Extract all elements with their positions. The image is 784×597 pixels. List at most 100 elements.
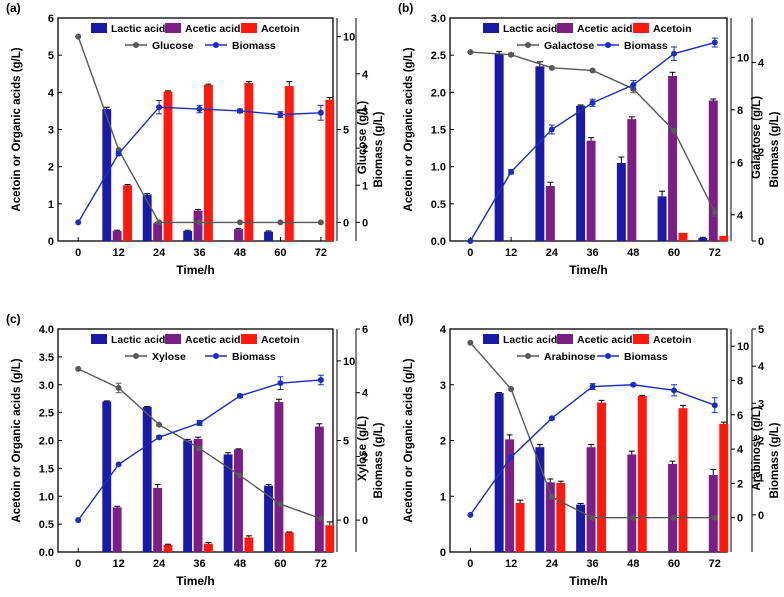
biomass-point (671, 50, 678, 57)
bar-acetic-acid (234, 229, 243, 241)
sugar-point (196, 219, 203, 226)
x-axis-tick-label: 48 (234, 558, 246, 570)
biomass-point (317, 109, 324, 116)
sugar-point (711, 209, 718, 216)
legend-marker (525, 42, 531, 48)
left-axis-tick-label: 2 (440, 436, 446, 448)
left-axis-tick-label: 1.0 (39, 491, 54, 503)
biomass-point (115, 150, 122, 157)
x-axis-tick-label: 48 (234, 247, 246, 259)
bar-acetoin (123, 185, 133, 241)
legend-label: Xylose (152, 351, 186, 363)
biomass-point (508, 168, 515, 175)
legend-label: Acetoin (653, 23, 692, 35)
sugar-axis-tick-label: 0 (343, 515, 349, 527)
biomass-axis-tick-label: 5 (758, 324, 764, 336)
sugar-point (115, 384, 122, 391)
sugar-point (75, 33, 82, 40)
left-axis-tick-label: 6 (48, 13, 54, 25)
x-axis-tick-label: 0 (467, 558, 473, 570)
x-axis-tick-label: 60 (274, 558, 286, 570)
bar-acetic-acid (627, 119, 637, 241)
x-axis-tick-label: 12 (505, 558, 517, 570)
bar-acetoin (325, 525, 335, 552)
sugar-point (75, 365, 82, 372)
bar-acetoin (515, 502, 525, 552)
biomass-point (75, 517, 82, 524)
biomass-point (277, 380, 284, 387)
biomass-axis-label: Biomass (g/L) (373, 111, 385, 187)
sugar-point (156, 219, 163, 226)
bar-acetic-acid (274, 402, 284, 552)
sugar-point (508, 51, 515, 58)
bar-acetoin (719, 235, 729, 241)
bar-acetoin (597, 402, 607, 552)
biomass-point (508, 454, 515, 461)
legend-swatch (241, 23, 257, 33)
panel-label: (c) (6, 312, 21, 326)
biomass-point (711, 39, 718, 46)
bar-lactic-acid (494, 393, 504, 552)
legend-label: Lactic acid (503, 23, 557, 35)
x-axis-tick-label: 36 (193, 558, 205, 570)
sugar-axis-tick-label: 5 (343, 125, 349, 137)
x-axis-tick-label: 24 (546, 558, 559, 570)
biomass-point (711, 402, 718, 409)
bar-acetic-acid (627, 454, 637, 552)
x-axis-tick-label: 0 (467, 247, 473, 259)
bar-acetoin (163, 91, 173, 241)
biomass-point (467, 238, 474, 244)
x-axis-tick-label: 12 (113, 558, 125, 570)
x-axis-tick-label: 24 (546, 247, 559, 259)
left-axis-tick-label: 2.0 (39, 436, 54, 448)
biomass-point (156, 104, 163, 111)
sugar-point (508, 386, 515, 393)
biomass-axis-label: Biomass (g/L) (769, 111, 781, 187)
left-axis-tick-label: 5 (48, 50, 54, 62)
sugar-axis-tick-label: 10 (737, 52, 749, 64)
left-axis-tick-label: 3.0 (39, 380, 54, 392)
sugar-axis-tick-label: 2 (737, 478, 743, 490)
biomass-axis-tick-label: 6 (362, 324, 368, 336)
sugar-axis-tick-label: 5 (343, 436, 349, 448)
biomass-axis-tick-label: 0 (362, 217, 368, 229)
biomass-point (589, 99, 596, 106)
bar-acetoin (203, 84, 213, 242)
sugar-point (196, 445, 203, 452)
sugar-point (711, 514, 718, 521)
bar-lactic-acid (142, 194, 152, 241)
sugar-axis-tick-label: 8 (737, 105, 743, 117)
legend-label: Lactic acid (111, 23, 165, 35)
bar-acetoin (203, 543, 213, 552)
left-axis-label: Acetoin or Organic acids (g/L) (11, 47, 23, 211)
legend-swatch (241, 334, 257, 344)
panel-label: (b) (398, 1, 413, 15)
legend-marker (525, 353, 531, 359)
legend-swatch (91, 23, 107, 33)
biomass-axis-tick-label: 2 (758, 436, 764, 448)
biomass-axis-tick-label: 0 (758, 236, 764, 248)
legend-label: Acetoin (261, 23, 300, 35)
sugar-point (467, 49, 474, 56)
bar-lactic-acid (657, 196, 667, 241)
x-axis-tick-label: 36 (586, 558, 598, 570)
bar-acetic-acid (112, 230, 122, 241)
sugar-point (277, 501, 284, 508)
x-axis-label: Time/h (176, 263, 214, 277)
sugar-axis-tick-label: 10 (737, 341, 749, 353)
sugar-point (467, 339, 474, 346)
bar-acetoin (637, 395, 647, 552)
bar-acetic-acid (545, 185, 555, 241)
bar-lactic-acid (616, 162, 626, 241)
x-axis-label: Time/h (569, 263, 607, 277)
bar-acetoin (163, 544, 173, 552)
biomass-axis-label: Biomass (g/L) (769, 422, 781, 498)
sugar-axis-tick-label: 8 (737, 375, 743, 387)
bar-acetic-acid (545, 482, 555, 552)
panel-label: (a) (6, 1, 21, 15)
bar-lactic-acid (494, 53, 504, 242)
bar-lactic-acid (102, 401, 112, 552)
left-axis-tick-label: 3.5 (39, 352, 54, 364)
